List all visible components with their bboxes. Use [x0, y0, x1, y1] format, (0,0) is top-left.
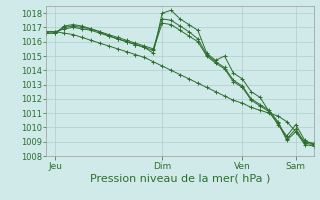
X-axis label: Pression niveau de la mer( hPa ): Pression niveau de la mer( hPa ): [90, 173, 270, 183]
